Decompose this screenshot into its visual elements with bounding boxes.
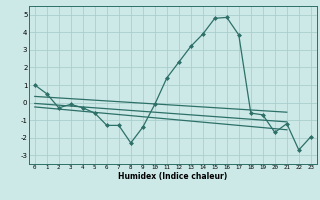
X-axis label: Humidex (Indice chaleur): Humidex (Indice chaleur) [118,172,228,181]
